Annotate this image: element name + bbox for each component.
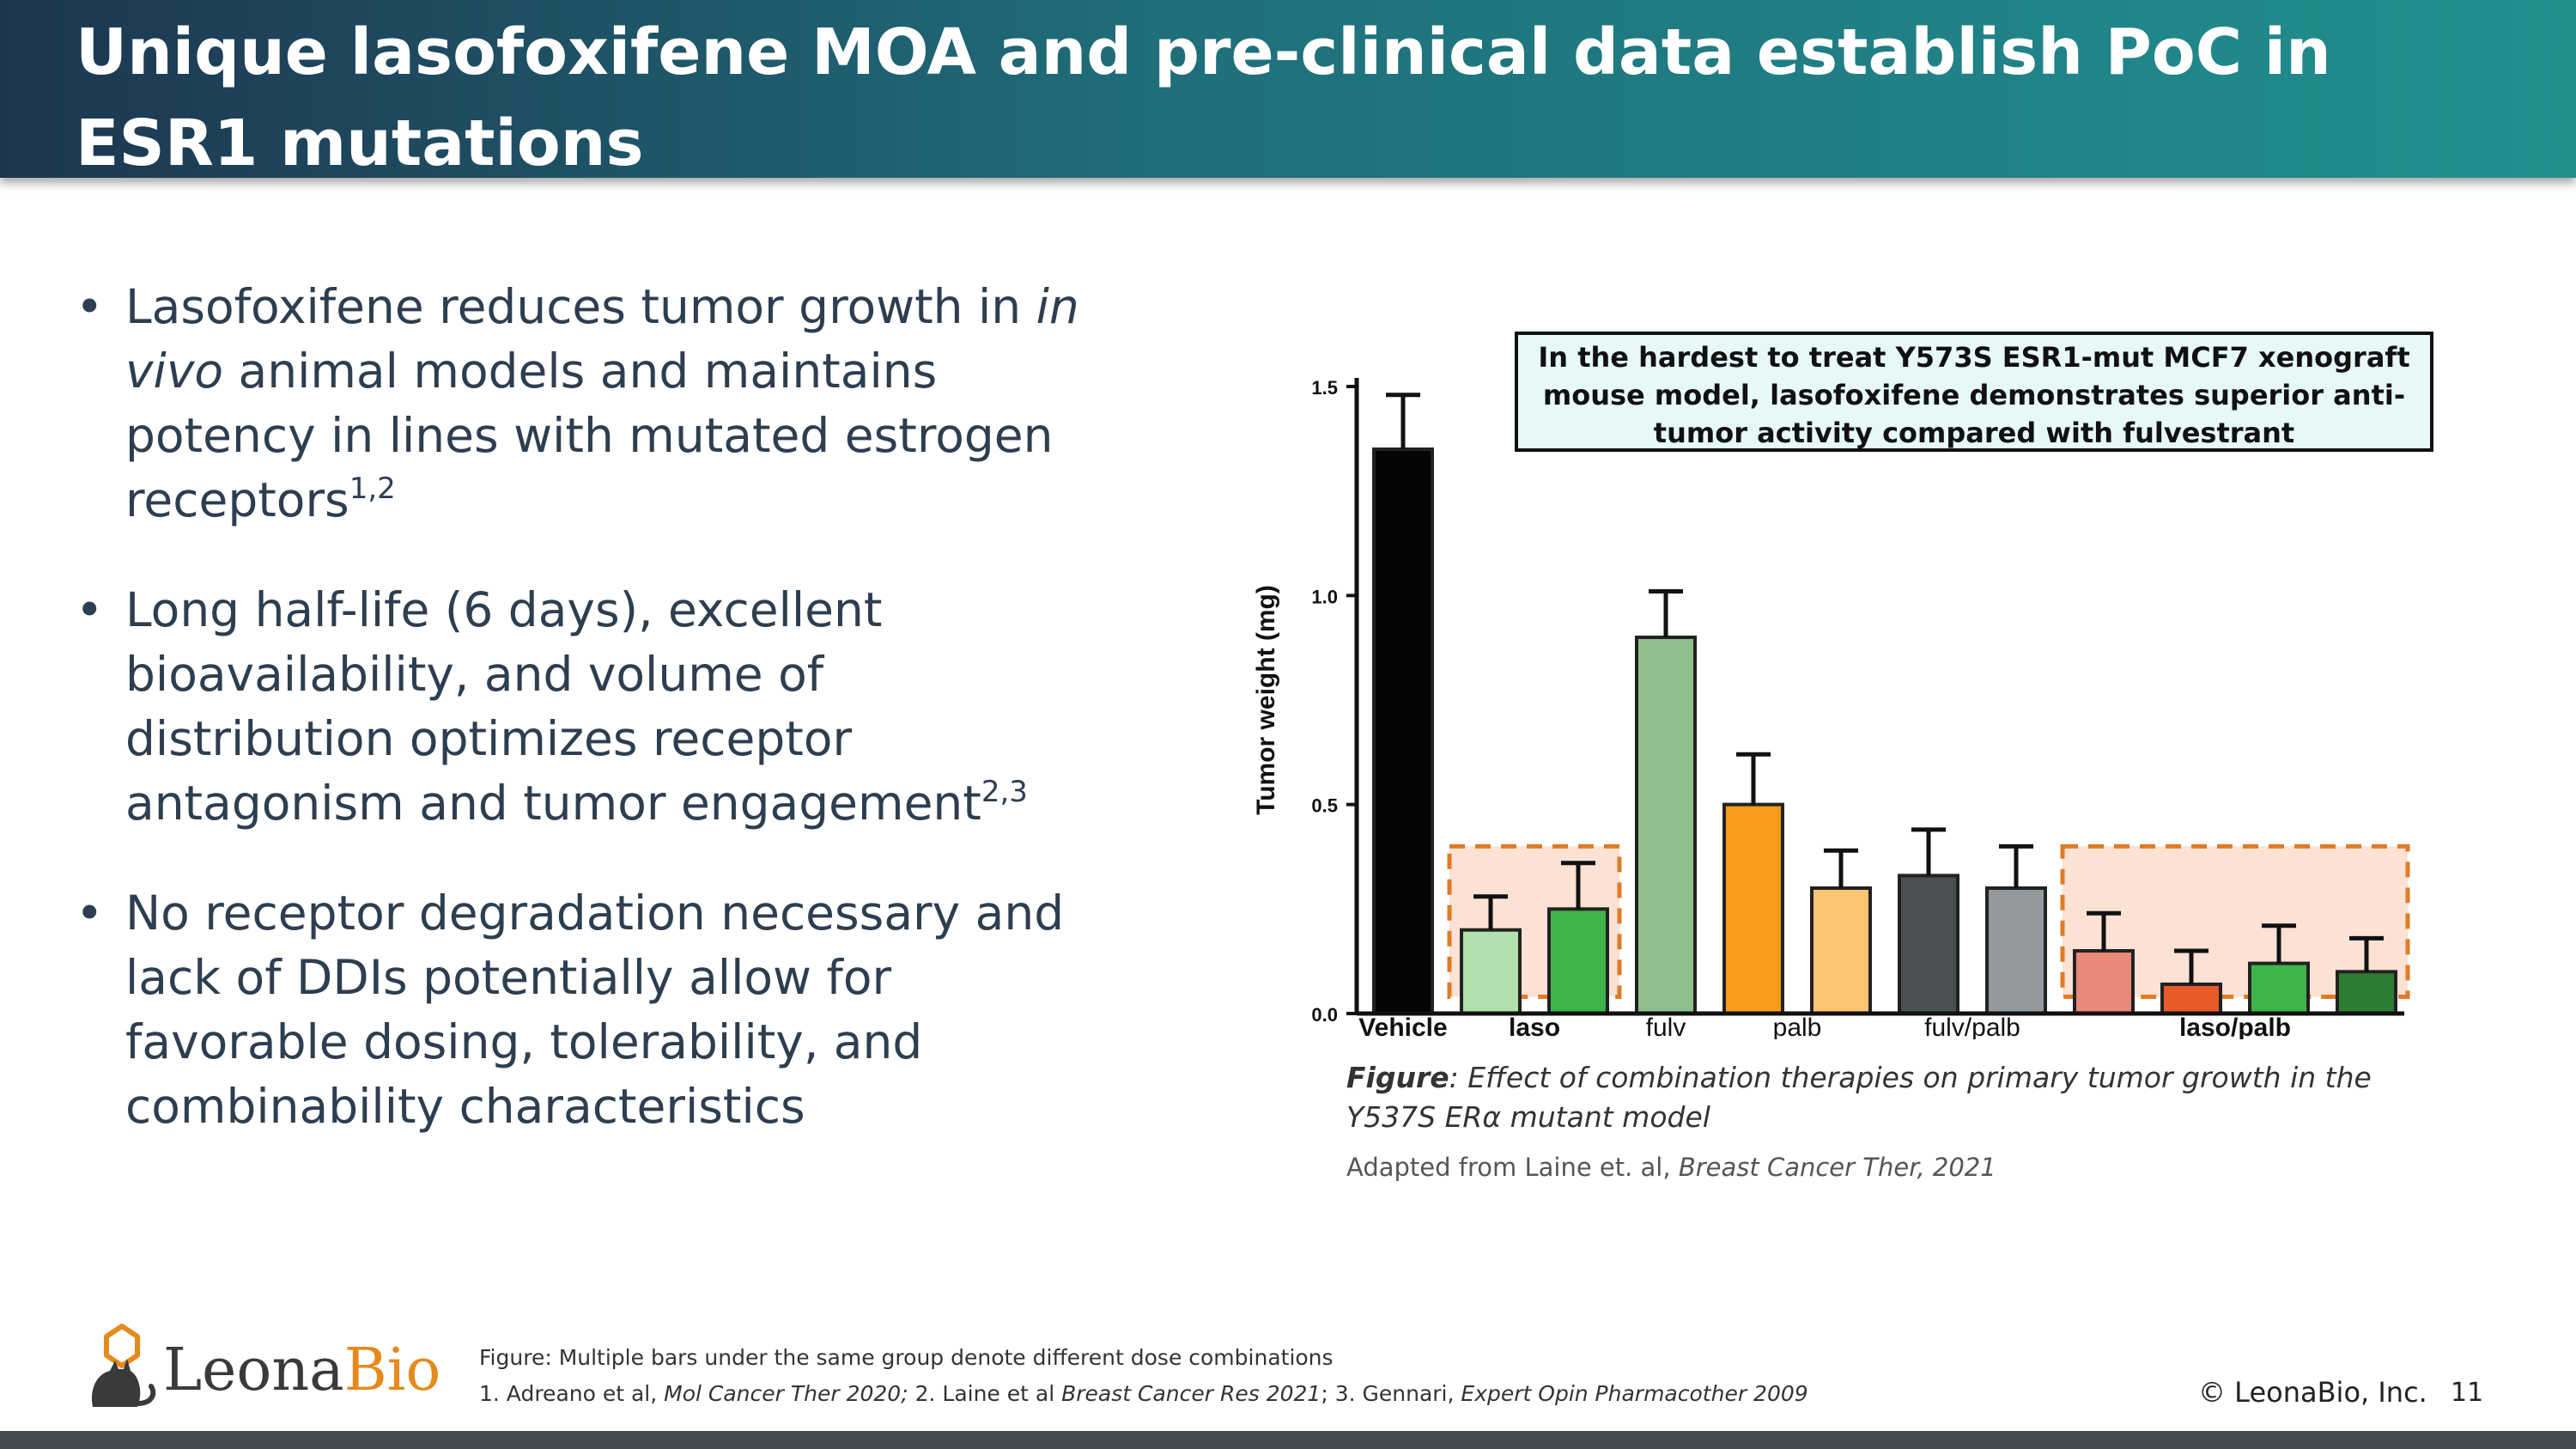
bullet-list: • Lasofoxifene reduces tumor growth in in… — [69, 275, 1099, 1184]
bar — [1547, 907, 1609, 1015]
bar — [2336, 970, 2397, 1015]
bar — [1722, 802, 1784, 1016]
ref-text: 1. Adreano et al, — [479, 1381, 665, 1406]
source-prefix: Adapted from Laine et. al, — [1346, 1153, 1679, 1182]
y-tick-label: 1.5 — [1311, 377, 1338, 399]
y-tick-label: 1.0 — [1311, 586, 1338, 607]
x-category-label: fulv/palb — [1924, 1014, 2020, 1039]
bar — [2160, 982, 2222, 1016]
logo-wordmark: LeonaBio — [163, 1336, 440, 1404]
caption-label: Figure — [1346, 1061, 1449, 1094]
caption-text: : Effect of combination therapies on pri… — [1346, 1061, 2372, 1134]
bullet-item: • Long half-life (6 days), excellent bioa… — [69, 578, 1099, 836]
tumor-weight-bar-chart: 0.0 0.5 1.0 1.5 Tumor weight (mg) Vehicle laso… — [1252, 377, 2410, 1039]
x-category-label: laso/palb — [2179, 1014, 2291, 1039]
bullet-dot-icon: • — [76, 886, 104, 941]
bullet-text: Long half-life (6 days), excellent bioav… — [125, 582, 981, 831]
bar — [1460, 928, 1522, 1016]
bullet-text: Lasofoxifene reduces tumor growth in — [125, 279, 1036, 334]
logo-text-bio: Bio — [343, 1336, 441, 1404]
bottom-bar — [0, 1431, 2576, 1449]
bullet-item: • Lasofoxifene reduces tumor growth in in… — [69, 275, 1099, 533]
title-banner: Unique lasofoxifene MOA and pre-clinical… — [0, 0, 2576, 180]
y-axis-label: Tumor weight (mg) — [1252, 585, 1280, 815]
ref-journal: Mol Cancer Ther 2020; — [664, 1381, 908, 1406]
slide-title: Unique lasofoxifene MOA and pre-clinical… — [76, 15, 2331, 180]
logo-text-leona: Leona — [163, 1336, 344, 1404]
references-footnote: 1. Adreano et al, Mol Cancer Ther 2020; … — [479, 1381, 1808, 1406]
bar — [1985, 886, 2047, 1015]
cat-icon — [91, 1324, 156, 1407]
leonabio-logo — [84, 1321, 161, 1419]
copyright: © LeonaBio, Inc. — [2198, 1376, 2427, 1409]
bullet-dot-icon: • — [76, 582, 104, 637]
ref-journal: Expert Opin Pharmacother 2009 — [1461, 1381, 1808, 1406]
bar — [1810, 886, 1872, 1015]
bar — [2073, 949, 2135, 1015]
reference-superscript: 2,3 — [981, 775, 1028, 809]
ref-journal: Breast Cancer Res 2021 — [1061, 1381, 1321, 1406]
bullet-text: No receptor degradation necessary and la… — [125, 886, 1065, 1134]
bullet-italic: in vivo — [125, 279, 1079, 399]
figure-caption: Figure: Effect of combination therapies … — [1346, 1058, 2420, 1137]
y-tick-label: 0.0 — [1311, 1004, 1338, 1026]
chart-callout: In the hardest to treat Y573S ESR1-mut M… — [1515, 332, 2433, 452]
x-category-label: laso — [1509, 1014, 1560, 1039]
source-note: Adapted from Laine et. al, Breast Cancer… — [1346, 1153, 1996, 1182]
bullet-item: • No receptor degradation necessary and l… — [69, 881, 1099, 1139]
page-number: 11 — [2451, 1378, 2484, 1408]
bullet-dot-icon: • — [76, 279, 104, 334]
ref-text: 2. Laine et al — [908, 1381, 1062, 1406]
bullet-text: animal models and maintains potency in l… — [125, 344, 1054, 527]
bar — [1635, 636, 1697, 1015]
source-citation: Breast Cancer Ther, 2021 — [1678, 1153, 1996, 1182]
reference-superscript: 1,2 — [349, 472, 396, 506]
ref-text: ; 3. Gennari, — [1321, 1381, 1461, 1406]
x-category-label: fulv — [1646, 1014, 1686, 1039]
bar — [2248, 961, 2310, 1015]
x-category-label: Vehicle — [1358, 1014, 1447, 1039]
bar — [1372, 447, 1434, 1015]
x-category-label: palb — [1773, 1014, 1822, 1039]
bar — [1898, 874, 1959, 1016]
y-tick-label: 0.5 — [1311, 795, 1338, 817]
figure-footnote: Figure: Multiple bars under the same gro… — [479, 1345, 1334, 1370]
